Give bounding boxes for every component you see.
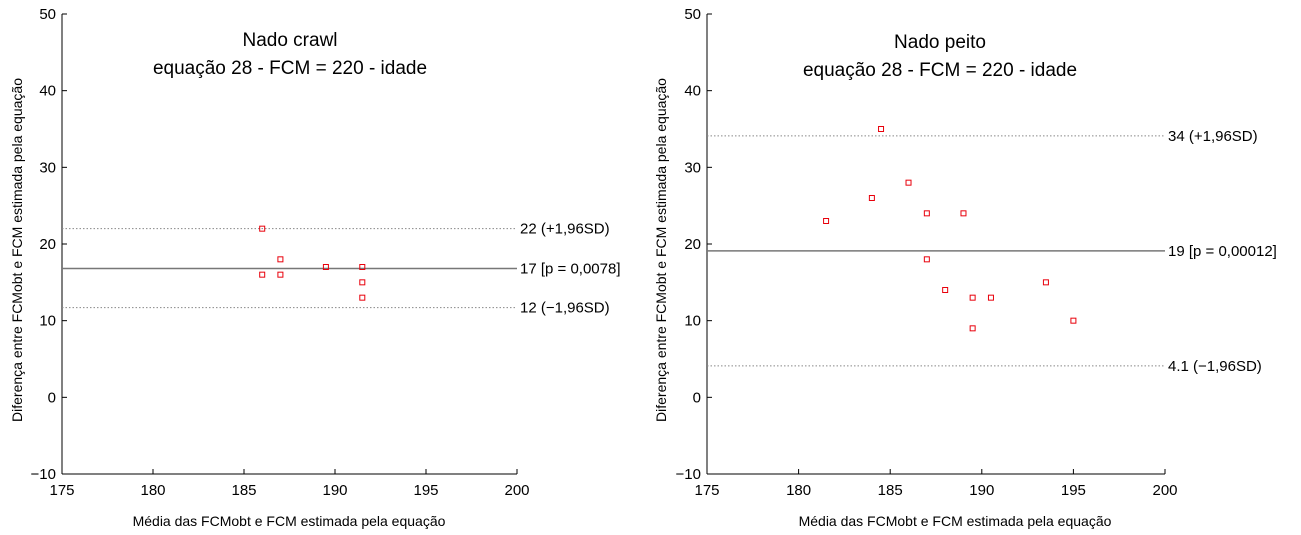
data-point [923,256,930,263]
x-tick-label: 180 [786,482,811,499]
y-tick-label: 0 [48,389,56,406]
y-tick-label: 50 [684,6,701,23]
line-label: 19 [p = 0,00012] [1168,243,1277,260]
x-tick-label: 195 [1061,482,1086,499]
y-tick-label: −10 [31,466,56,483]
data-point [823,218,830,224]
chart-panel-2: 175 180 185 190 195 200 −10 0 10 20 30 40 50 34 (+1,9… [653,6,1277,529]
chart-title: Nado peito [894,32,986,53]
y-tick-label: 50 [39,6,56,23]
y-axis-label: Diferença entre FCMobt e FCM estimada pe… [9,78,25,422]
y-axis-label: Diferença entre FCMobt e FCM estimada pe… [653,78,669,422]
y-tick-label: 10 [39,313,56,330]
x-tick-label: 185 [878,482,903,499]
data-point [359,264,366,270]
x-tick-label: 200 [1152,482,1177,499]
data-point [960,210,967,217]
x-tick-label: 175 [694,482,719,499]
chart-title: Nado crawl [242,30,337,51]
chart-subtitle: equação 28 - FCM = 220 - idade [153,58,427,79]
data-point [259,271,266,278]
x-tick-label: 200 [504,482,529,499]
data-point [923,210,930,217]
data-point [1070,317,1077,324]
data-point [868,195,875,201]
data-point [878,126,885,132]
x-tick-label: 190 [969,482,994,499]
y-tick-label: 30 [39,159,56,176]
data-point [259,225,266,232]
line-label: 12 (−1,96SD) [520,300,610,317]
data-point [987,294,994,301]
y-tick-label: 0 [693,389,701,406]
data-point [277,256,284,263]
data-point [969,325,976,332]
x-tick-label: 175 [49,482,74,499]
data-point [969,294,976,301]
x-tick-label: 185 [231,482,256,499]
y-tick-label: 10 [684,313,701,330]
line-label: 22 (+1,96SD) [520,221,610,238]
x-tick-label: 190 [322,482,347,499]
x-tick-label: 195 [413,482,438,499]
data-point [359,294,366,301]
y-tick-label: 20 [684,236,701,253]
x-axis-label: Média das FCMobt e FCM estimada pela equ… [133,513,446,529]
data-point [322,264,329,270]
x-tick-label: 180 [140,482,165,499]
y-tick-label: −10 [676,466,701,483]
y-tick-label: 20 [39,236,56,253]
chart-panel-1: 175 180 185 190 195 200 −10 0 10 20 30 40 50 22 (+1,9… [9,6,621,529]
data-point [905,179,912,186]
x-axis-label: Média das FCMobt e FCM estimada pela equ… [799,513,1112,529]
data-point [1042,279,1049,286]
y-tick-label: 40 [39,83,56,100]
line-label: 17 [p = 0,0078] [520,261,621,278]
y-tick-label: 40 [684,83,701,100]
y-tick-label: 30 [684,159,701,176]
line-label: 4.1 (−1,96SD) [1168,358,1262,375]
data-point [359,279,366,286]
data-point [277,271,284,278]
data-point [942,287,949,293]
line-label: 34 (+1,96SD) [1168,128,1258,145]
chart-subtitle: equação 28 - FCM = 220 - idade [803,60,1077,81]
